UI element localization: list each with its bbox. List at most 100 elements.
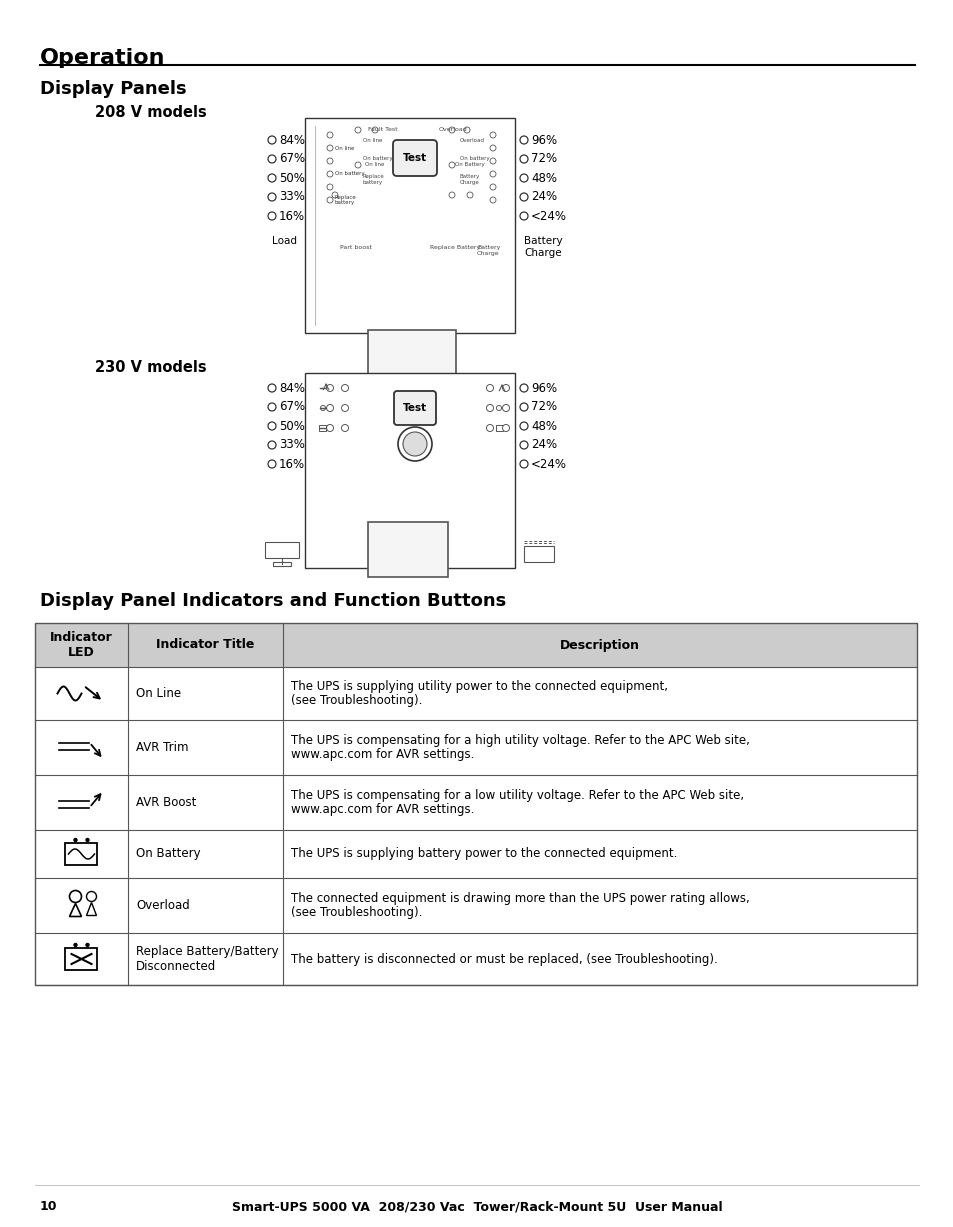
Circle shape bbox=[355, 162, 360, 168]
Text: Battery
Charge: Battery Charge bbox=[523, 236, 562, 258]
Text: Replace Battery: Replace Battery bbox=[430, 245, 479, 250]
Circle shape bbox=[490, 158, 496, 164]
Circle shape bbox=[463, 128, 470, 133]
Text: On line: On line bbox=[363, 137, 382, 144]
Text: Fault Test: Fault Test bbox=[368, 128, 397, 133]
Text: 16%: 16% bbox=[278, 458, 305, 470]
Text: Battery
Charge: Battery Charge bbox=[459, 174, 479, 185]
Text: <24%: <24% bbox=[531, 458, 566, 470]
Text: Test: Test bbox=[402, 402, 427, 413]
Text: (see Troubleshooting).: (see Troubleshooting). bbox=[291, 906, 422, 919]
Text: Replace
battery: Replace battery bbox=[335, 195, 356, 205]
Circle shape bbox=[326, 384, 334, 391]
Text: 50%: 50% bbox=[278, 172, 305, 184]
Text: Battery
Charge: Battery Charge bbox=[476, 245, 500, 255]
Circle shape bbox=[372, 128, 377, 133]
Text: The UPS is compensating for a low utility voltage. Refer to the APC Web site,: The UPS is compensating for a low utilit… bbox=[291, 789, 743, 802]
Circle shape bbox=[490, 133, 496, 137]
Circle shape bbox=[519, 384, 527, 391]
Circle shape bbox=[502, 405, 509, 411]
Circle shape bbox=[402, 432, 427, 456]
Bar bbox=[66, 843, 97, 865]
Bar bbox=[66, 948, 97, 971]
Circle shape bbox=[519, 402, 527, 411]
Circle shape bbox=[341, 425, 348, 432]
Text: AVR Trim: AVR Trim bbox=[136, 741, 189, 755]
Circle shape bbox=[327, 171, 333, 177]
Circle shape bbox=[327, 133, 333, 137]
Text: Overload: Overload bbox=[438, 128, 467, 133]
Circle shape bbox=[519, 136, 527, 144]
Bar bbox=[265, 542, 298, 558]
Text: Overload: Overload bbox=[136, 899, 190, 912]
Text: 67%: 67% bbox=[278, 152, 305, 166]
FancyBboxPatch shape bbox=[394, 391, 436, 425]
Circle shape bbox=[486, 384, 493, 391]
Text: On Line: On Line bbox=[136, 687, 181, 699]
Circle shape bbox=[327, 198, 333, 202]
Text: The UPS is supplying utility power to the connected equipment,: The UPS is supplying utility power to th… bbox=[291, 680, 667, 693]
Circle shape bbox=[326, 405, 334, 411]
Text: On Battery: On Battery bbox=[136, 848, 200, 860]
Circle shape bbox=[355, 128, 360, 133]
Text: On line: On line bbox=[335, 146, 354, 151]
Text: The battery is disconnected or must be replaced, (see Troubleshooting).: The battery is disconnected or must be r… bbox=[291, 952, 717, 966]
Circle shape bbox=[332, 191, 337, 198]
Circle shape bbox=[449, 191, 455, 198]
Text: Load: Load bbox=[272, 236, 296, 245]
Text: 96%: 96% bbox=[531, 382, 557, 395]
Circle shape bbox=[327, 158, 333, 164]
Text: Operation: Operation bbox=[40, 48, 165, 67]
Bar bbox=[318, 425, 326, 431]
Text: 24%: 24% bbox=[531, 190, 557, 204]
Text: www.apc.com for AVR settings.: www.apc.com for AVR settings. bbox=[291, 748, 474, 761]
Text: The UPS is compensating for a high utility voltage. Refer to the APC Web site,: The UPS is compensating for a high utili… bbox=[291, 734, 749, 747]
Text: 96%: 96% bbox=[531, 134, 557, 146]
Text: Display Panels: Display Panels bbox=[40, 80, 187, 98]
Circle shape bbox=[519, 155, 527, 163]
Text: <24%: <24% bbox=[531, 210, 566, 222]
Circle shape bbox=[519, 422, 527, 429]
Circle shape bbox=[467, 191, 473, 198]
Text: Replace Battery/Battery
Disconnected: Replace Battery/Battery Disconnected bbox=[136, 945, 278, 973]
Text: Smart-UPS 5000 VA  208/230 Vac  Tower/Rack-Mount 5U  User Manual: Smart-UPS 5000 VA 208/230 Vac Tower/Rack… bbox=[232, 1200, 721, 1214]
Text: Replace
battery: Replace battery bbox=[363, 174, 384, 185]
Circle shape bbox=[86, 838, 89, 842]
Text: 33%: 33% bbox=[278, 190, 305, 204]
Bar bbox=[368, 330, 456, 400]
Text: 72%: 72% bbox=[531, 152, 557, 166]
Circle shape bbox=[74, 944, 77, 946]
Circle shape bbox=[268, 174, 275, 182]
Circle shape bbox=[502, 384, 509, 391]
Circle shape bbox=[341, 384, 348, 391]
Text: 33%: 33% bbox=[278, 438, 305, 452]
Circle shape bbox=[327, 184, 333, 190]
Bar bbox=[35, 623, 916, 985]
Text: 230 V models: 230 V models bbox=[95, 360, 207, 375]
Circle shape bbox=[268, 155, 275, 163]
Text: 72%: 72% bbox=[531, 400, 557, 413]
Circle shape bbox=[327, 145, 333, 151]
Text: On battery: On battery bbox=[335, 172, 364, 177]
Circle shape bbox=[268, 136, 275, 144]
Bar bbox=[523, 546, 554, 562]
Circle shape bbox=[397, 427, 432, 461]
Text: Indicator
LED: Indicator LED bbox=[51, 631, 112, 659]
Bar bbox=[305, 118, 515, 333]
Circle shape bbox=[268, 384, 275, 391]
Circle shape bbox=[490, 184, 496, 190]
Circle shape bbox=[519, 212, 527, 220]
Circle shape bbox=[268, 440, 275, 449]
Circle shape bbox=[519, 440, 527, 449]
Circle shape bbox=[268, 212, 275, 220]
Circle shape bbox=[74, 838, 77, 842]
Circle shape bbox=[268, 193, 275, 201]
Circle shape bbox=[490, 198, 496, 202]
Circle shape bbox=[519, 460, 527, 467]
Circle shape bbox=[519, 174, 527, 182]
Bar bbox=[305, 373, 515, 568]
Text: Description: Description bbox=[559, 638, 639, 652]
Text: AVR Boost: AVR Boost bbox=[136, 796, 196, 809]
Circle shape bbox=[486, 425, 493, 432]
FancyBboxPatch shape bbox=[393, 140, 436, 175]
